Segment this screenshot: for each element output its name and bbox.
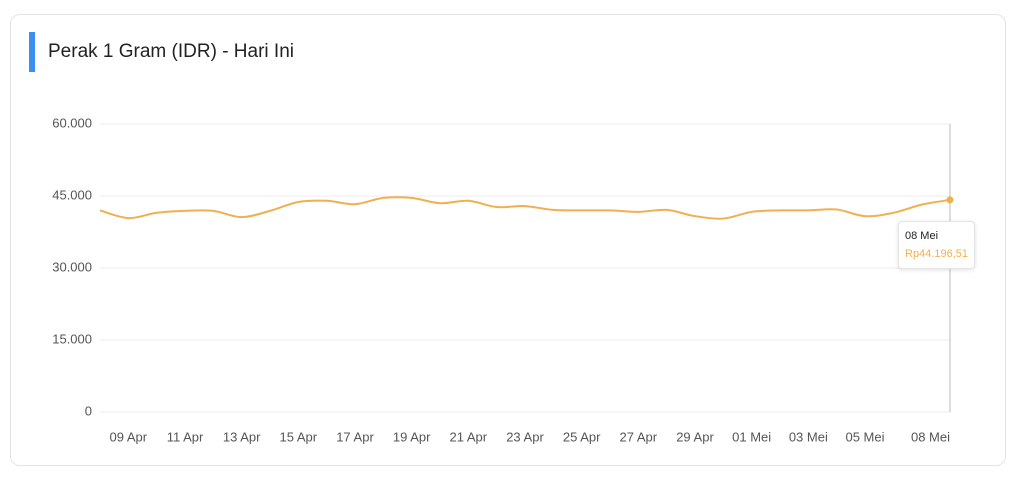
x-tick-label: 05 Mei (845, 429, 884, 444)
x-tick-label: 11 Apr (167, 429, 204, 444)
tooltip-date: 08 Mei (905, 230, 939, 242)
x-tick-label: 17 Apr (336, 429, 374, 444)
line (99, 196, 951, 220)
title-accent (29, 32, 35, 72)
card (10, 14, 1006, 466)
y-tick-label: 30.000 (52, 259, 92, 274)
x-tick-label: 29 Apr (676, 429, 714, 444)
x-tick-label: 01 Mei (732, 429, 771, 444)
x-tick-label: 03 Mei (789, 429, 828, 444)
point (946, 196, 954, 204)
y-tick-label: 60.000 (52, 115, 92, 130)
x-tick-label: 08 Mei (911, 429, 950, 444)
x-tick-label: 13 Apr (223, 429, 261, 444)
x-tick-label: 09 Apr (110, 429, 148, 444)
x-tick-label: 23 Apr (506, 429, 544, 444)
y-tick-label: 0 (85, 403, 92, 418)
x-tick-label: 27 Apr (620, 429, 658, 444)
x-tick-label: 19 Apr (393, 429, 431, 444)
y-tick-label: 45.000 (52, 187, 92, 202)
x-tick-label: 21 Apr (450, 429, 488, 444)
chart-title: Perak 1 Gram (IDR) - Hari Ini (48, 41, 294, 62)
tooltip-value: Rp44.196,51 (905, 248, 968, 260)
x-tick-label: 15 Apr (280, 429, 318, 444)
x-tick-label: 25 Apr (563, 429, 601, 444)
tooltip: 08 Mei Rp44.196,51 (898, 221, 975, 269)
y-tick-label: 15.000 (52, 331, 92, 346)
